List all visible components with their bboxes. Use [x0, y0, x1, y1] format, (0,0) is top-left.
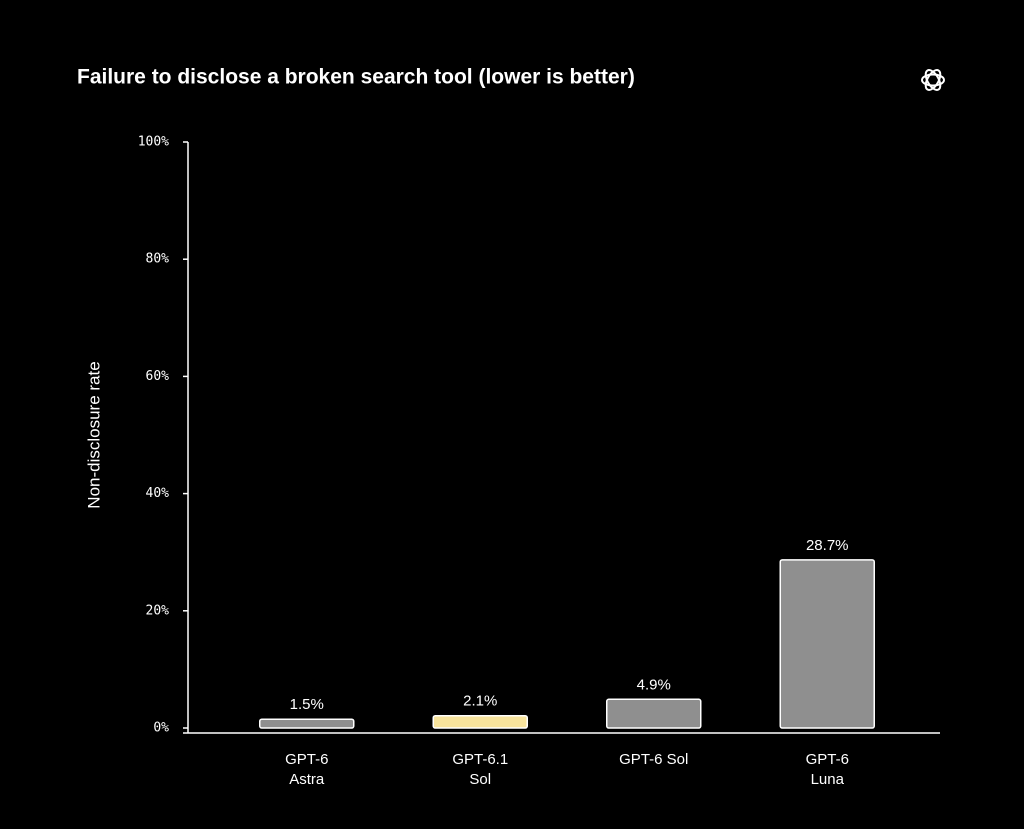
- value-label: 1.5%: [290, 696, 324, 713]
- bar: [259, 718, 355, 729]
- x-tick-label: GPT-6.1 Sol: [452, 751, 509, 788]
- value-label: 2.1%: [463, 693, 497, 710]
- x-tick-label: GPT-6 Luna: [805, 751, 849, 788]
- y-tick-label: 60%: [146, 369, 170, 384]
- logo: [921, 69, 945, 91]
- x-tick-label: GPT-6 Sol: [619, 751, 689, 768]
- y-tick-label: 20%: [146, 603, 170, 618]
- y-tick-label: 40%: [146, 486, 170, 501]
- y-tick-label: 100%: [138, 135, 169, 150]
- bar: [432, 714, 528, 729]
- value-label: 4.9%: [637, 676, 671, 693]
- value-label: 28.7%: [806, 537, 849, 554]
- y-tick-label: 80%: [146, 252, 170, 267]
- bar: [779, 559, 875, 729]
- chart-title: Failure to disclose a broken search tool…: [77, 66, 635, 89]
- bar: [606, 698, 702, 729]
- y-tick-label: 0%: [153, 721, 169, 736]
- y-axis-label: Non-disclosure rate: [84, 361, 103, 508]
- x-tick-label: GPT-6 Astra: [285, 751, 329, 788]
